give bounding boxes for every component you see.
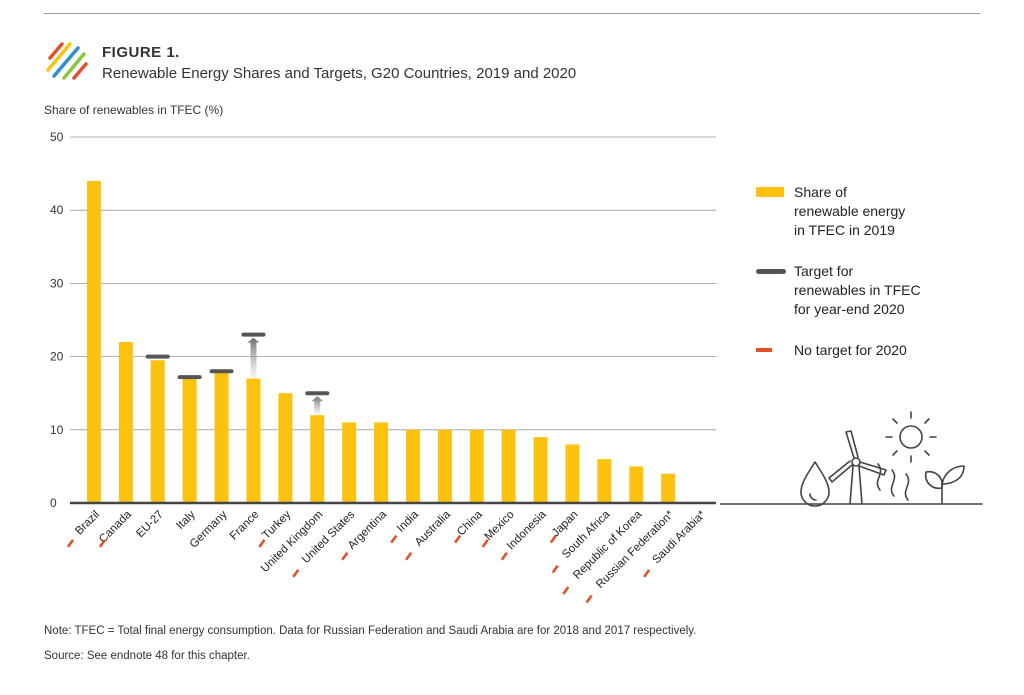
no-target-marker-turkey	[258, 539, 266, 548]
x-tick-label-canada: Canada	[97, 508, 134, 545]
bar-united-states	[342, 422, 357, 503]
y-tick-label-20: 20	[50, 350, 64, 364]
no-target-marker-argentina	[341, 551, 349, 561]
bar-canada	[118, 341, 133, 503]
legend-label-share-line1: Share of	[794, 184, 847, 200]
bar-india	[405, 429, 420, 503]
no-target-marker-russian-federation	[585, 594, 593, 604]
legend-item-no-target: No target for 2020	[756, 341, 996, 360]
no-target-marker-indonesia	[500, 551, 508, 561]
bar-turkey	[278, 393, 293, 503]
figure-logo-icon	[46, 42, 88, 80]
y-tick-label-50: 50	[50, 130, 64, 144]
bar-south-africa	[597, 459, 612, 503]
bar-argentina	[374, 422, 389, 503]
x-tick-label-india: India	[395, 508, 422, 535]
legend-label-target-line1: Target for	[794, 263, 854, 279]
target-arrow-united-kingdom	[311, 396, 324, 416]
legend-swatch-bar	[756, 187, 784, 197]
chart-source: Source: See endnote 48 for this chapter.	[44, 650, 250, 662]
legend-item-target: Target for renewables in TFEC for year-e…	[756, 262, 996, 319]
no-target-marker-canada	[98, 539, 106, 548]
legend: Share of renewable energy in TFEC in 201…	[756, 183, 996, 382]
x-tick-label-japan: Japan	[550, 509, 581, 540]
legend-label-no-target: No target for 2020	[794, 342, 907, 358]
x-tick-label-brazil: Brazil	[73, 509, 102, 538]
no-target-marker-japan	[549, 534, 557, 544]
bar-united-kingdom	[310, 415, 325, 503]
x-tick-label-china: China	[455, 508, 485, 538]
legend-swatch-target	[756, 269, 786, 274]
no-target-marker-india	[390, 534, 398, 544]
renewables-illustration-icon	[720, 411, 983, 507]
no-target-marker-brazil	[66, 539, 75, 548]
legend-swatch-no-target	[756, 348, 772, 352]
bar-japan	[565, 444, 580, 503]
y-tick-label-30: 30	[50, 276, 64, 290]
no-target-marker-mexico	[481, 539, 489, 548]
no-target-marker-china	[454, 534, 462, 544]
bar-eu-27	[150, 360, 165, 503]
bar-russian-federation	[661, 473, 676, 503]
no-target-marker-australia	[405, 551, 413, 561]
bar-brazil	[86, 180, 101, 504]
y-tick-label-10: 10	[50, 423, 64, 437]
bar-france	[246, 378, 261, 503]
chart-note: Note: TFEC = Total final energy consumpt…	[44, 625, 697, 637]
x-tick-label-eu-27: EU-27	[134, 509, 166, 541]
bar-mexico	[501, 429, 516, 503]
no-target-marker-united-states	[292, 569, 300, 578]
bar-australia	[437, 429, 452, 503]
bar-italy	[182, 378, 197, 503]
figure-label: FIGURE 1.	[102, 44, 180, 61]
bar-republic-of-korea	[629, 466, 644, 503]
legend-item-share: Share of renewable energy in TFEC in 201…	[756, 183, 996, 240]
no-target-marker-saudi-arabia	[643, 569, 651, 578]
bar-china	[469, 429, 484, 503]
legend-label-target-line2: renewables in TFEC	[794, 282, 921, 298]
legend-label-share-line2: renewable energy	[794, 203, 906, 219]
no-target-marker-south-africa	[551, 564, 559, 574]
bar-indonesia	[533, 437, 548, 503]
x-tick-label-italy: Italy	[174, 508, 198, 532]
legend-label-share-line3: in TFEC in 2019	[794, 222, 895, 238]
bar-germany	[214, 372, 229, 503]
top-rule	[44, 13, 980, 14]
y-tick-label-0: 0	[50, 496, 57, 510]
no-target-marker-republic-of-korea	[562, 586, 570, 595]
x-tick-label-france: France	[228, 509, 262, 543]
figure-title: Renewable Energy Shares and Targets, G20…	[102, 65, 577, 82]
y-tick-label-40: 40	[50, 203, 64, 217]
target-arrow-france	[247, 337, 260, 379]
legend-label-target-line3: for year-end 2020	[794, 301, 905, 317]
x-tick-label-australia: Australia	[413, 508, 454, 549]
y-axis-title: Share of renewables in TFEC (%)	[44, 103, 224, 117]
